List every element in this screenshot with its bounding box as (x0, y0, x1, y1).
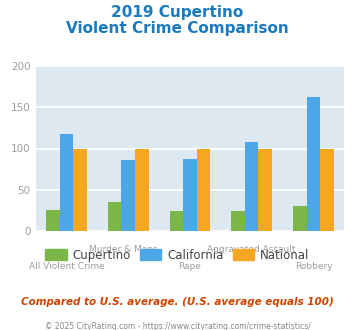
Bar (231, 211, 245, 231)
Bar (135, 148, 148, 231)
Bar (320, 148, 334, 231)
Bar (46, 211, 60, 231)
Text: Robbery: Robbery (295, 262, 332, 271)
Bar (307, 97, 320, 231)
Bar (60, 135, 73, 231)
Text: Compared to U.S. average. (U.S. average equals 100): Compared to U.S. average. (U.S. average … (21, 297, 334, 307)
Bar (258, 148, 272, 231)
Text: Aggravated Assault: Aggravated Assault (207, 245, 296, 254)
Text: Violent Crime Comparison: Violent Crime Comparison (66, 21, 289, 36)
Text: © 2025 CityRating.com - https://www.cityrating.com/crime-statistics/: © 2025 CityRating.com - https://www.city… (45, 322, 310, 330)
Text: All Violent Crime: All Violent Crime (28, 262, 104, 271)
Bar (245, 142, 258, 231)
Bar (108, 202, 121, 231)
Bar (170, 211, 183, 231)
Bar (73, 148, 87, 231)
Bar (197, 148, 210, 231)
Bar (293, 206, 307, 231)
Bar (121, 160, 135, 231)
Legend: Cupertino, California, National: Cupertino, California, National (40, 244, 315, 266)
Bar (183, 159, 197, 231)
Text: Rape: Rape (179, 262, 201, 271)
Text: Murder & Mans...: Murder & Mans... (89, 245, 167, 254)
Text: 2019 Cupertino: 2019 Cupertino (111, 5, 244, 20)
